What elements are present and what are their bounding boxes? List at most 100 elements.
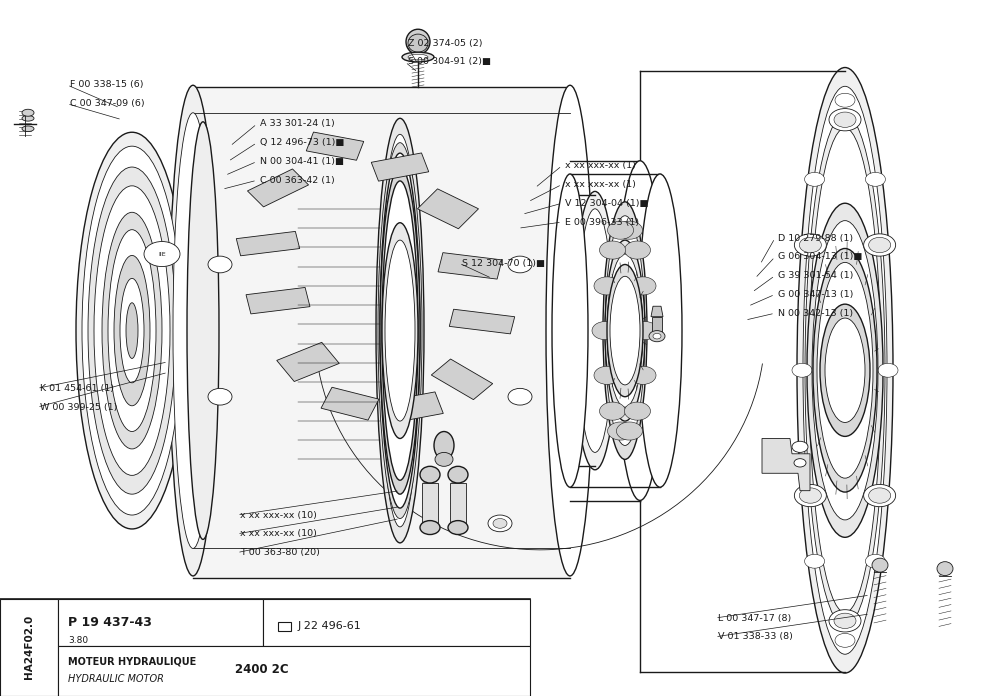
Polygon shape (193, 87, 570, 578)
Circle shape (600, 402, 626, 420)
Text: P 19 437-43: P 19 437-43 (68, 616, 152, 628)
Circle shape (508, 256, 532, 273)
Text: C 00 347-09 (6): C 00 347-09 (6) (70, 100, 145, 108)
Ellipse shape (380, 167, 420, 494)
Ellipse shape (937, 562, 953, 576)
Text: V 01 338-33 (8): V 01 338-33 (8) (718, 633, 793, 641)
Circle shape (592, 322, 618, 340)
Circle shape (835, 93, 855, 107)
Text: Q 12 496-73 (1)■: Q 12 496-73 (1)■ (260, 139, 344, 147)
Text: x xx xxx-xx (1): x xx xxx-xx (1) (565, 161, 636, 170)
Ellipse shape (616, 161, 664, 500)
Circle shape (208, 256, 232, 273)
Ellipse shape (552, 174, 588, 487)
Ellipse shape (420, 466, 440, 483)
Text: N 00 342-13 (1): N 00 342-13 (1) (778, 309, 853, 317)
Ellipse shape (382, 181, 418, 480)
Ellipse shape (577, 209, 613, 452)
Circle shape (864, 234, 896, 256)
Ellipse shape (102, 212, 162, 449)
Ellipse shape (872, 558, 888, 572)
Ellipse shape (434, 432, 454, 459)
Text: J 22 496-61: J 22 496-61 (298, 621, 362, 631)
Circle shape (632, 322, 658, 340)
Ellipse shape (435, 452, 453, 466)
Bar (58, 646, 530, 696)
Text: x xx xxx-xx (1): x xx xxx-xx (1) (565, 180, 636, 189)
Bar (263, 599, 530, 646)
Bar (0, 599, 530, 696)
Bar (417, 189, 479, 229)
Text: S 12 304-70 (1)■: S 12 304-70 (1)■ (462, 259, 545, 267)
Ellipse shape (376, 118, 424, 543)
Circle shape (794, 484, 826, 507)
Text: Z 02 374-05 (2): Z 02 374-05 (2) (408, 39, 482, 47)
Ellipse shape (94, 186, 170, 475)
Text: V 12 304-04 (1)■: V 12 304-04 (1)■ (565, 199, 648, 207)
Ellipse shape (803, 86, 887, 654)
Text: 3.80: 3.80 (68, 636, 88, 644)
Ellipse shape (817, 262, 873, 478)
Ellipse shape (382, 223, 418, 438)
Text: G 39 301-54 (1): G 39 301-54 (1) (778, 271, 853, 280)
Text: K 01 454-61 (1): K 01 454-61 (1) (40, 384, 114, 393)
Circle shape (799, 488, 821, 503)
Text: IIE: IIE (158, 251, 166, 257)
Ellipse shape (88, 167, 176, 494)
Circle shape (792, 363, 812, 377)
Ellipse shape (813, 248, 877, 492)
Ellipse shape (108, 230, 156, 432)
Bar (431, 359, 493, 400)
Text: T 00 363-80 (20): T 00 363-80 (20) (240, 548, 320, 557)
Ellipse shape (610, 276, 640, 385)
Circle shape (144, 242, 180, 267)
Ellipse shape (385, 240, 415, 421)
Text: S 00 304-91 (2)■: S 00 304-91 (2)■ (408, 58, 491, 66)
Ellipse shape (607, 264, 643, 397)
Circle shape (624, 402, 650, 420)
Bar (246, 287, 310, 314)
Text: MOTEUR HYDRAULIQUE: MOTEUR HYDRAULIQUE (68, 656, 196, 666)
Bar (438, 253, 502, 279)
Text: A 33 301-24 (1): A 33 301-24 (1) (260, 120, 335, 128)
Circle shape (834, 112, 856, 127)
Circle shape (594, 277, 620, 295)
Ellipse shape (408, 54, 428, 60)
Text: F 00 338-15 (6): F 00 338-15 (6) (70, 81, 144, 89)
Ellipse shape (573, 191, 617, 470)
Ellipse shape (378, 143, 422, 519)
Circle shape (616, 221, 642, 239)
Bar (371, 153, 429, 181)
Bar (277, 342, 339, 381)
Ellipse shape (76, 132, 188, 529)
Text: x xx xxx-xx (10): x xx xxx-xx (10) (240, 530, 317, 538)
Ellipse shape (607, 254, 643, 407)
Circle shape (799, 237, 821, 253)
Circle shape (792, 441, 808, 452)
Circle shape (805, 554, 825, 568)
Ellipse shape (605, 216, 645, 445)
Circle shape (834, 613, 856, 628)
Text: x xx xxx-xx (10): x xx xxx-xx (10) (240, 511, 317, 519)
Circle shape (805, 173, 825, 187)
Ellipse shape (380, 153, 420, 508)
Ellipse shape (82, 146, 182, 515)
Polygon shape (450, 483, 466, 523)
Bar (449, 309, 515, 334)
Ellipse shape (448, 521, 468, 535)
Ellipse shape (420, 521, 440, 535)
Circle shape (864, 484, 896, 507)
Circle shape (649, 331, 665, 342)
Ellipse shape (173, 113, 213, 548)
Ellipse shape (126, 303, 138, 358)
Ellipse shape (797, 68, 893, 673)
Bar (236, 231, 300, 256)
Ellipse shape (187, 122, 219, 539)
Text: G 00 347-13 (1): G 00 347-13 (1) (778, 290, 853, 299)
Circle shape (600, 241, 626, 259)
Polygon shape (422, 483, 438, 523)
Bar (306, 132, 364, 160)
Polygon shape (652, 317, 662, 334)
Polygon shape (651, 306, 663, 317)
Circle shape (835, 633, 855, 647)
